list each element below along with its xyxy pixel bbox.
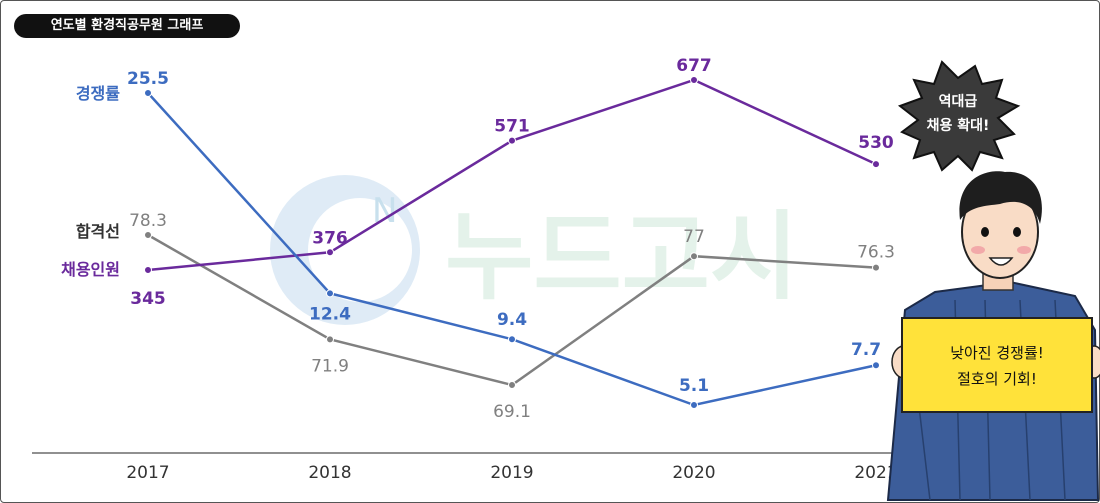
badge-text-line2: 채용 확대! [927,117,990,134]
data-point [144,266,152,274]
data-point [690,76,698,84]
x-tick-label: 2020 [672,463,715,483]
sign-text-line1: 낮아진 경쟁률! [950,344,1044,362]
data-label: 7.7 [851,340,881,360]
data-label: 77 [683,227,705,247]
sign-text-line2: 절호의 기회! [957,370,1037,388]
data-point [690,401,698,409]
series-label-cutoff: 합격선 [76,222,120,241]
data-label: 5.1 [679,376,709,396]
data-label: 677 [676,56,712,76]
badge-burst-shape [897,60,1021,172]
cartoon-person-illustration: 낮아진 경쟁률! 절호의 기회! [886,171,1100,501]
series-label-competition: 경쟁률 [76,84,120,103]
person-right-cheek [1017,246,1031,254]
data-label: 12.4 [309,304,351,324]
person-left-cheek [971,246,985,254]
data-label: 71.9 [311,356,349,376]
person-right-eye [1013,227,1021,237]
data-point [690,252,698,261]
watermark-text: 누드고시 [445,201,798,313]
data-point [872,160,880,169]
badge-text-line1: 역대급 [939,93,978,110]
data-point [326,335,334,344]
data-label: 376 [312,228,348,248]
data-point [144,89,152,97]
chart-title: 연도별 환경직공무원 그래프 [14,14,240,38]
data-label: 76.3 [857,243,895,263]
data-label: 9.4 [497,310,527,330]
data-point [508,136,516,145]
data-label: 571 [494,117,530,137]
data-label: 69.1 [493,402,531,422]
x-axis-ticks: 2017 2018 2019 2020 2021 [126,463,897,483]
data-label: 345 [130,289,166,309]
data-point [872,263,880,272]
data-point [326,289,334,298]
record-hiring-badge: 역대급 채용 확대! [897,60,1021,172]
x-tick-label: 2018 [308,463,351,483]
person-smile [988,257,1014,266]
data-label: 530 [858,133,894,153]
sign-board [901,317,1093,413]
x-tick-label: 2017 [126,463,169,483]
x-tick-label: 2019 [490,463,533,483]
x-tick-label: 2021 [854,463,897,483]
series-layer: 78.3 71.9 69.1 77 76.3 345 376 571 677 530 25.5 12.… [127,56,895,422]
data-point [508,381,516,389]
watermark-logo-inner [308,198,412,302]
data-point [508,335,516,344]
data-point [144,231,152,239]
data-label: 78.3 [129,211,167,231]
watermark: N 누드고시 [270,175,798,325]
series-label-hiring: 채용인원 [61,260,120,279]
data-point [872,361,880,370]
data-label: 25.5 [127,69,169,89]
person-hair [959,171,1042,224]
data-point [326,248,334,257]
person-left-eye [981,227,989,237]
